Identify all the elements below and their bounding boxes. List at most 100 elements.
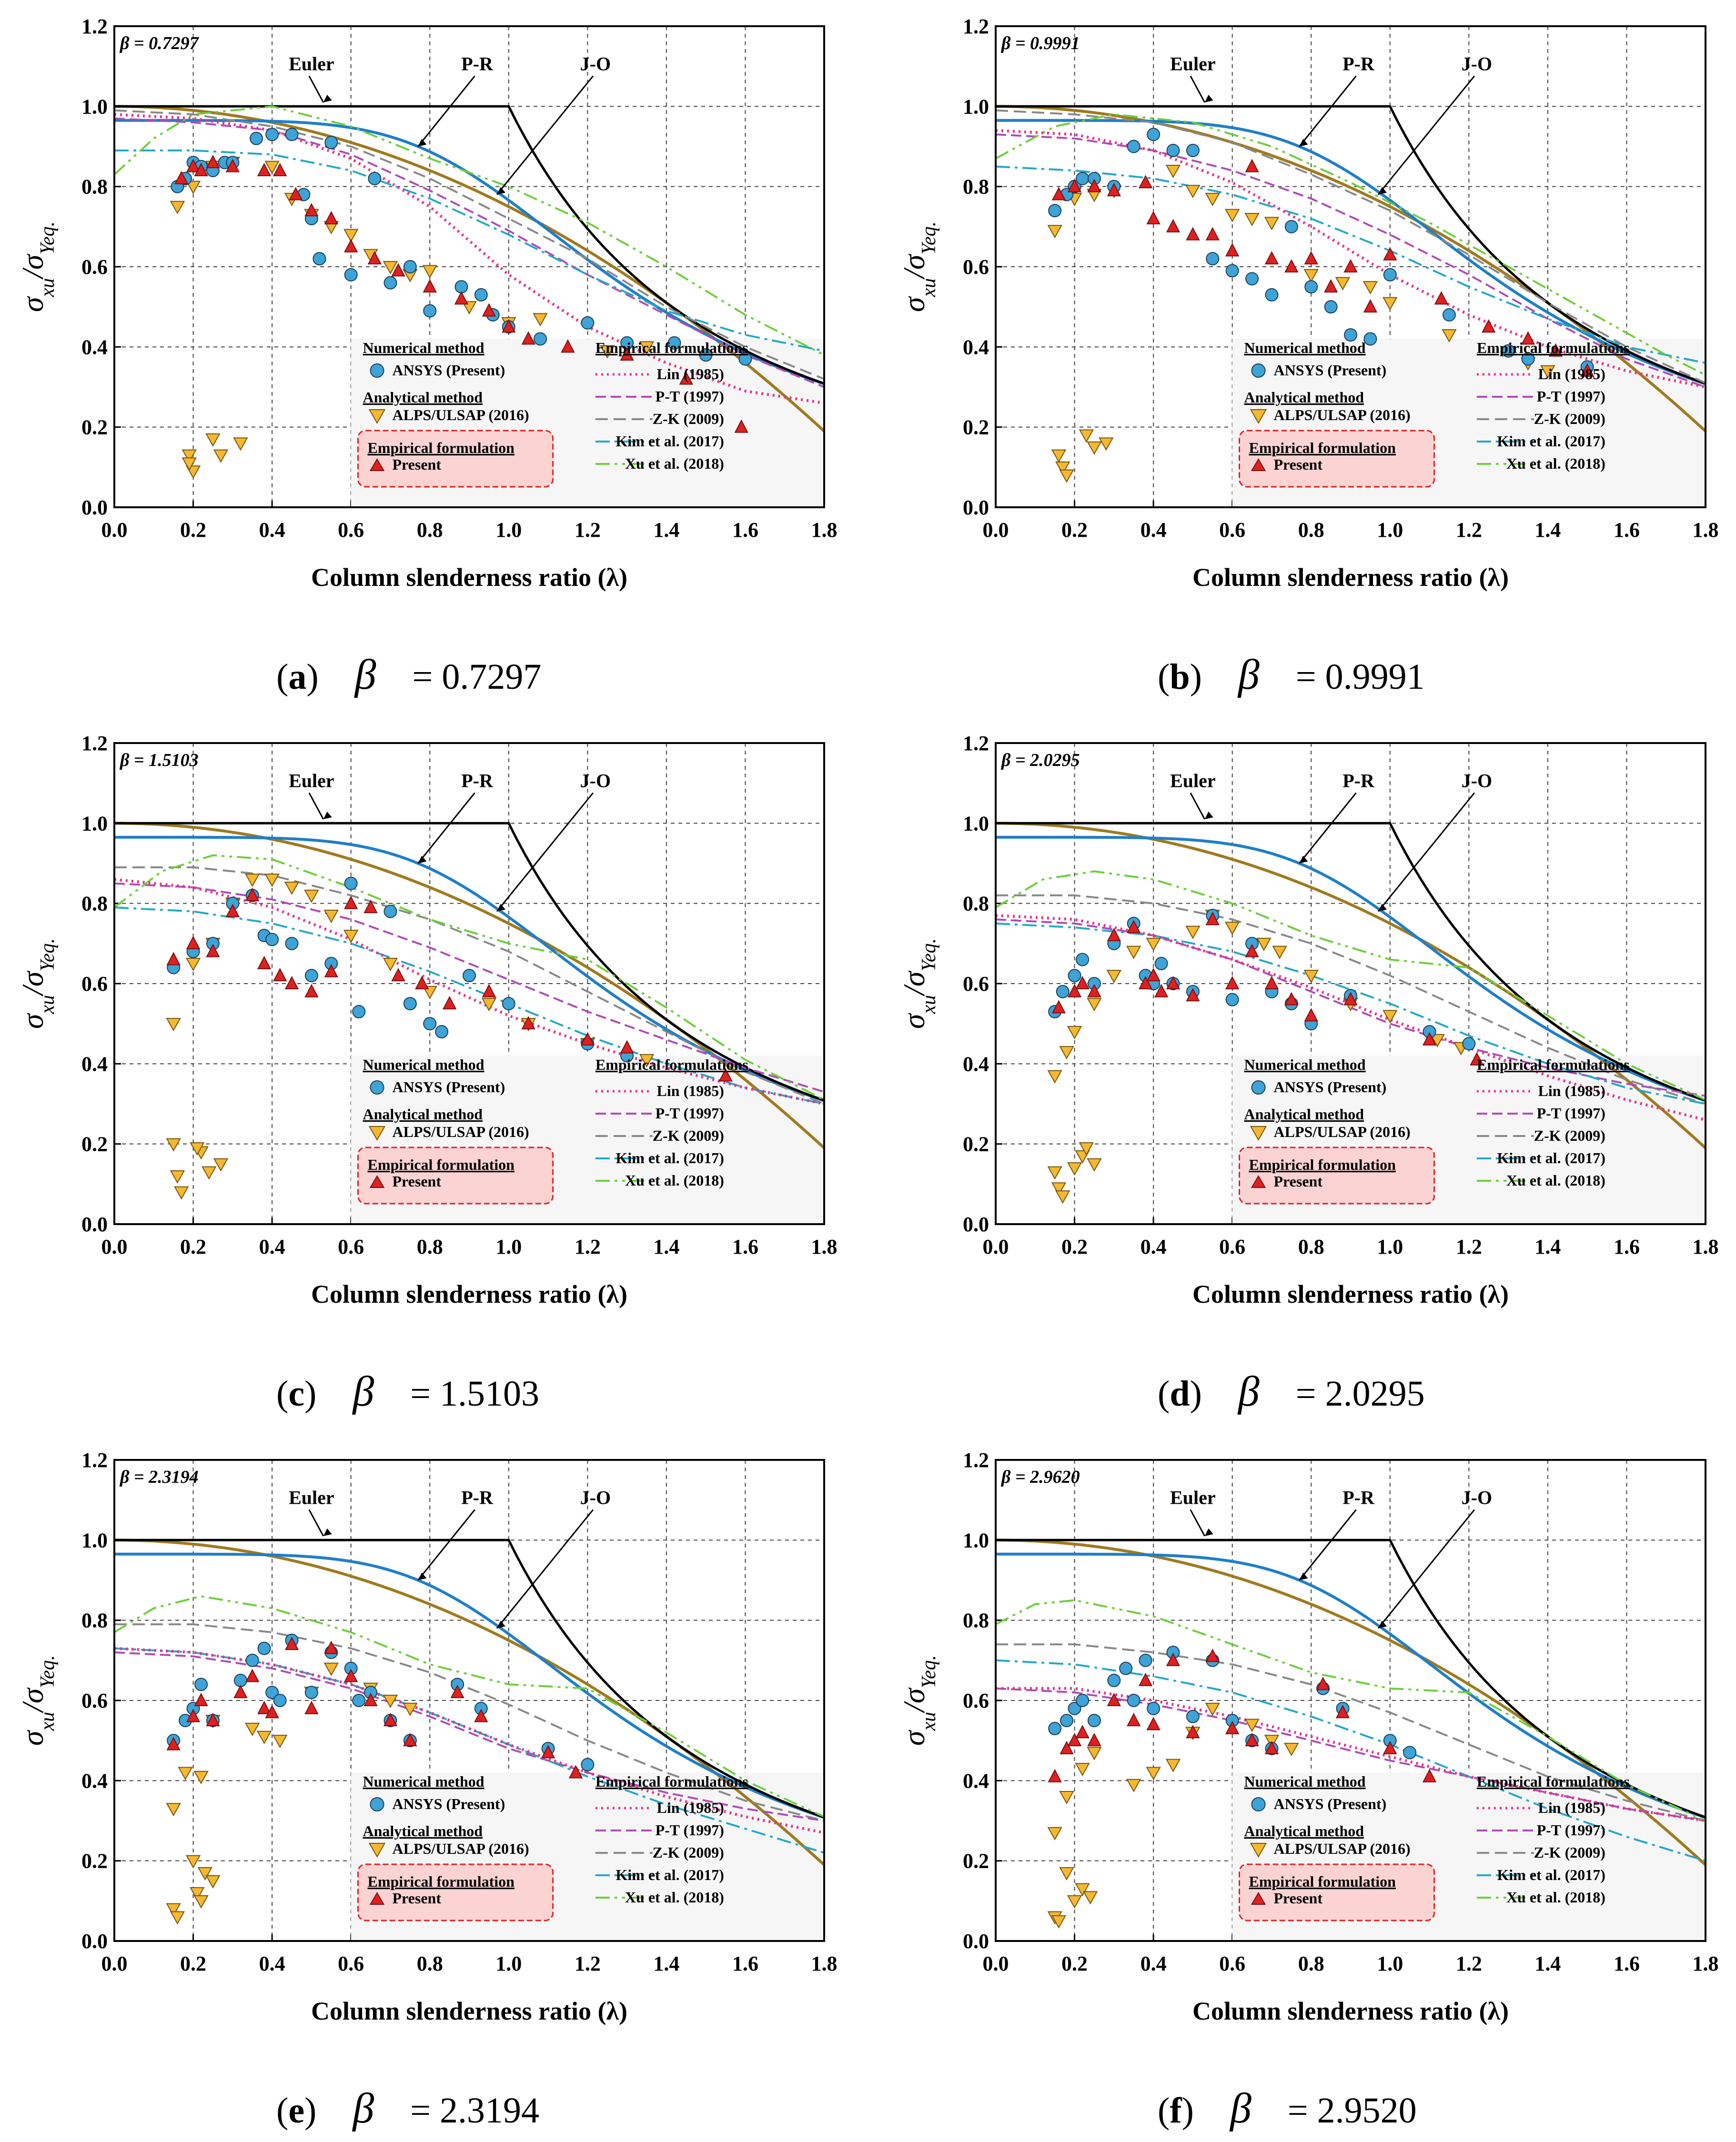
- y-tick-label: 0.8: [81, 892, 108, 915]
- caption-beta: β: [354, 651, 376, 698]
- present-point: [324, 211, 338, 224]
- y-tick-label: 0.8: [963, 892, 989, 915]
- legend-alps-marker: [1250, 409, 1267, 424]
- pr-curve: [996, 835, 1706, 1102]
- legend-alps-marker: [368, 409, 386, 424]
- legend-empirical-heading: Empirical formulation: [368, 1873, 515, 1890]
- legend-kim-label: Kim et al. (2017): [616, 1149, 724, 1167]
- jo-label: J-O: [580, 770, 611, 792]
- jo-arrowhead: [496, 904, 505, 912]
- present-point: [1205, 227, 1220, 241]
- legend-empirical-heading: Empirical formulation: [368, 1156, 515, 1173]
- zk-curve: [996, 894, 1706, 1105]
- alps-point: [1047, 225, 1062, 239]
- alps-point: [1185, 925, 1201, 939]
- alps-point: [1087, 998, 1102, 1012]
- legend-present-marker: [1251, 1891, 1266, 1905]
- present-point: [245, 887, 260, 901]
- present-point: [1087, 1732, 1101, 1747]
- pr-arrow: [417, 1509, 475, 1581]
- legend-empirical-heading: Empirical formulation: [368, 439, 515, 456]
- legend-formulations-heading: Empirical formulations: [1477, 1056, 1630, 1073]
- ansys-point: [699, 348, 713, 362]
- ansys-point: [1186, 1710, 1200, 1723]
- euler-arrow: [308, 792, 324, 820]
- present-point: [1284, 992, 1299, 1006]
- legend-analytical-heading: Analytical method: [1244, 1822, 1364, 1840]
- pr-arrowhead: [1299, 855, 1308, 864]
- legend-ansys-label: ANSYS (Present): [393, 362, 505, 379]
- present-point: [284, 1636, 299, 1650]
- ansys-point: [581, 316, 595, 330]
- caption-paren: ): [1181, 2091, 1230, 2131]
- alps-point: [205, 433, 221, 447]
- alps-point: [182, 449, 197, 463]
- ansys-point: [344, 268, 358, 282]
- alps-point: [166, 1018, 181, 1032]
- legend-zk-label: Z-K (2009): [1534, 410, 1605, 427]
- alps-point: [481, 998, 497, 1012]
- alps-point: [1256, 937, 1272, 951]
- present-point: [568, 1765, 583, 1779]
- pr-arrow: [1299, 75, 1357, 147]
- legend-present-marker: [1251, 458, 1266, 471]
- present-point: [1264, 1740, 1279, 1754]
- present-point: [273, 967, 287, 982]
- pr-arrow: [1299, 792, 1357, 864]
- legend-present-marker: [369, 1891, 385, 1905]
- present-point: [1138, 1672, 1153, 1686]
- present-point: [1316, 1677, 1330, 1690]
- present-point: [225, 159, 240, 172]
- caption-value: = 2.0295: [1259, 1374, 1425, 1414]
- ansys-point: [344, 876, 358, 890]
- legend-xu-label: Xu et al. (2018): [625, 1889, 724, 1906]
- ansys-point: [352, 1005, 366, 1018]
- alps-point: [383, 261, 398, 275]
- x-axis-label: Column slenderness ratio (λ): [1192, 563, 1509, 592]
- present-point: [1225, 1720, 1240, 1734]
- legend-alps-marker: [1250, 1126, 1267, 1141]
- x-tick-label: 0.2: [180, 518, 206, 542]
- x-tick-label: 1.4: [1534, 518, 1561, 542]
- alps-point: [1067, 1162, 1082, 1176]
- kim-curve: [114, 906, 825, 1105]
- y-tick-label: 1.2: [963, 732, 989, 755]
- alps-point: [1087, 441, 1102, 455]
- euler-arrow: [1190, 75, 1206, 103]
- ansys-point: [1119, 1661, 1133, 1675]
- alps-point: [422, 986, 437, 999]
- legend-zk-label: Z-K (2009): [1534, 1844, 1605, 1861]
- pt-curve: [995, 1687, 1706, 1822]
- alps-point: [1185, 185, 1201, 199]
- present-point: [482, 984, 496, 997]
- caption-beta: β: [353, 2085, 374, 2132]
- euler-arrowhead: [323, 811, 332, 819]
- present-point: [1205, 1649, 1220, 1662]
- legend-empirical-box: [357, 1863, 554, 1921]
- alps-point: [1047, 1166, 1062, 1180]
- alps-point: [245, 874, 260, 887]
- alps-point: [185, 957, 201, 971]
- euler-arrow: [308, 1509, 324, 1537]
- ansys-point: [1265, 288, 1279, 302]
- plot-frame: [995, 1459, 1706, 1942]
- present-point: [1127, 1712, 1141, 1727]
- present-point: [1107, 1692, 1121, 1706]
- x-tick-label: 0.4: [1141, 1235, 1167, 1258]
- alps-point: [1146, 937, 1161, 951]
- x-tick-label: 1.6: [732, 1235, 758, 1258]
- legend-kim-label: Kim et al. (2017): [616, 1866, 724, 1883]
- alps-point: [213, 1158, 229, 1172]
- euler-arrowhead: [1204, 94, 1213, 102]
- x-tick-label: 0.8: [1298, 1235, 1324, 1258]
- legend-ansys-label: ANSYS (Present): [393, 1078, 505, 1096]
- beta-label: β = 0.7297: [119, 33, 200, 53]
- legend-ansys-marker: [1251, 363, 1266, 378]
- present-point: [391, 263, 405, 277]
- x-tick-label: 0.6: [338, 518, 364, 542]
- alps-point: [1224, 922, 1240, 935]
- y-axis-label-part: xu: [37, 995, 59, 1015]
- present-point: [1470, 1052, 1484, 1066]
- ansys-point: [1048, 204, 1062, 218]
- pr-label: P-R: [461, 770, 494, 792]
